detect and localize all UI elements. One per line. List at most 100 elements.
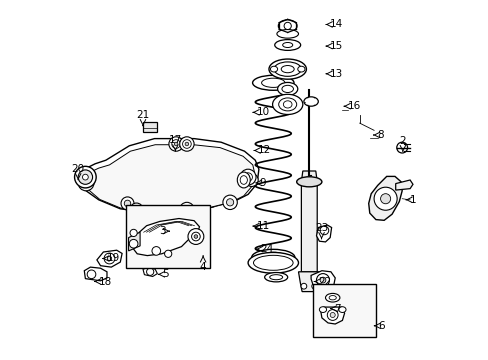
Polygon shape	[310, 271, 335, 289]
Text: 13: 13	[329, 69, 343, 79]
Ellipse shape	[328, 296, 336, 300]
Circle shape	[164, 250, 171, 257]
Circle shape	[82, 179, 90, 187]
Circle shape	[78, 170, 92, 184]
Ellipse shape	[278, 20, 296, 32]
Text: 24: 24	[260, 244, 273, 254]
Ellipse shape	[274, 40, 300, 50]
Ellipse shape	[261, 78, 285, 87]
Ellipse shape	[270, 66, 277, 72]
Text: 16: 16	[347, 101, 361, 111]
Circle shape	[171, 140, 180, 148]
Polygon shape	[395, 180, 412, 190]
Text: 5: 5	[162, 269, 169, 279]
Circle shape	[380, 194, 390, 204]
Ellipse shape	[276, 30, 298, 38]
Circle shape	[182, 140, 191, 148]
Circle shape	[78, 175, 94, 191]
Circle shape	[396, 142, 407, 153]
Ellipse shape	[237, 172, 250, 188]
Circle shape	[133, 206, 140, 213]
Circle shape	[187, 229, 203, 244]
Text: 6: 6	[378, 321, 384, 331]
Ellipse shape	[277, 82, 297, 95]
Circle shape	[183, 206, 190, 213]
Circle shape	[179, 137, 194, 151]
Circle shape	[240, 169, 256, 185]
Circle shape	[284, 22, 291, 30]
Polygon shape	[298, 272, 320, 292]
Ellipse shape	[269, 275, 282, 280]
Text: 2: 2	[399, 136, 406, 146]
Ellipse shape	[268, 59, 306, 79]
Circle shape	[179, 202, 194, 217]
Ellipse shape	[247, 252, 298, 273]
Ellipse shape	[252, 75, 293, 90]
Circle shape	[185, 142, 188, 146]
Ellipse shape	[260, 252, 285, 262]
Circle shape	[146, 268, 153, 275]
Polygon shape	[85, 145, 254, 212]
Ellipse shape	[282, 85, 293, 93]
Circle shape	[320, 277, 325, 283]
Ellipse shape	[338, 307, 346, 312]
Text: 20: 20	[71, 164, 84, 174]
Text: 4: 4	[200, 262, 206, 272]
Text: 10: 10	[257, 107, 270, 117]
Circle shape	[311, 283, 317, 289]
Text: 8: 8	[377, 130, 384, 140]
Text: 1: 1	[409, 195, 416, 205]
Polygon shape	[131, 219, 199, 256]
Text: 15: 15	[329, 41, 343, 51]
Circle shape	[326, 310, 337, 320]
Circle shape	[329, 312, 335, 318]
Circle shape	[130, 203, 142, 216]
Text: 18: 18	[99, 276, 112, 287]
Text: 23: 23	[314, 223, 327, 233]
Ellipse shape	[319, 307, 326, 312]
Text: 12: 12	[258, 145, 271, 156]
Polygon shape	[316, 225, 331, 242]
Ellipse shape	[282, 42, 292, 48]
Circle shape	[124, 200, 130, 207]
Text: 22: 22	[318, 276, 331, 287]
Circle shape	[301, 283, 306, 289]
Ellipse shape	[273, 62, 301, 76]
Circle shape	[373, 187, 396, 210]
Ellipse shape	[283, 101, 291, 108]
Ellipse shape	[296, 177, 321, 187]
Circle shape	[129, 239, 138, 248]
Text: 19: 19	[107, 253, 120, 264]
Circle shape	[130, 229, 137, 237]
Ellipse shape	[251, 249, 294, 265]
Bar	[142, 122, 156, 132]
Circle shape	[104, 253, 115, 264]
Polygon shape	[368, 176, 401, 220]
Ellipse shape	[303, 97, 318, 106]
Circle shape	[75, 166, 96, 188]
Text: 17: 17	[168, 135, 182, 145]
Circle shape	[244, 173, 252, 181]
Text: 7: 7	[334, 303, 341, 314]
Circle shape	[87, 270, 96, 279]
Circle shape	[316, 274, 329, 287]
Ellipse shape	[272, 94, 302, 114]
Circle shape	[244, 174, 258, 186]
Ellipse shape	[278, 98, 296, 111]
Ellipse shape	[281, 66, 294, 73]
Text: 21: 21	[136, 110, 149, 120]
Ellipse shape	[264, 273, 287, 282]
Ellipse shape	[240, 176, 247, 184]
Circle shape	[191, 232, 200, 241]
Circle shape	[121, 197, 134, 210]
Ellipse shape	[253, 255, 292, 270]
Circle shape	[168, 137, 183, 151]
Polygon shape	[301, 171, 317, 272]
Polygon shape	[320, 307, 344, 324]
Polygon shape	[128, 232, 140, 251]
Polygon shape	[142, 267, 157, 276]
Circle shape	[226, 199, 233, 206]
Text: 3: 3	[158, 226, 165, 236]
Polygon shape	[81, 139, 258, 212]
Circle shape	[174, 142, 178, 146]
